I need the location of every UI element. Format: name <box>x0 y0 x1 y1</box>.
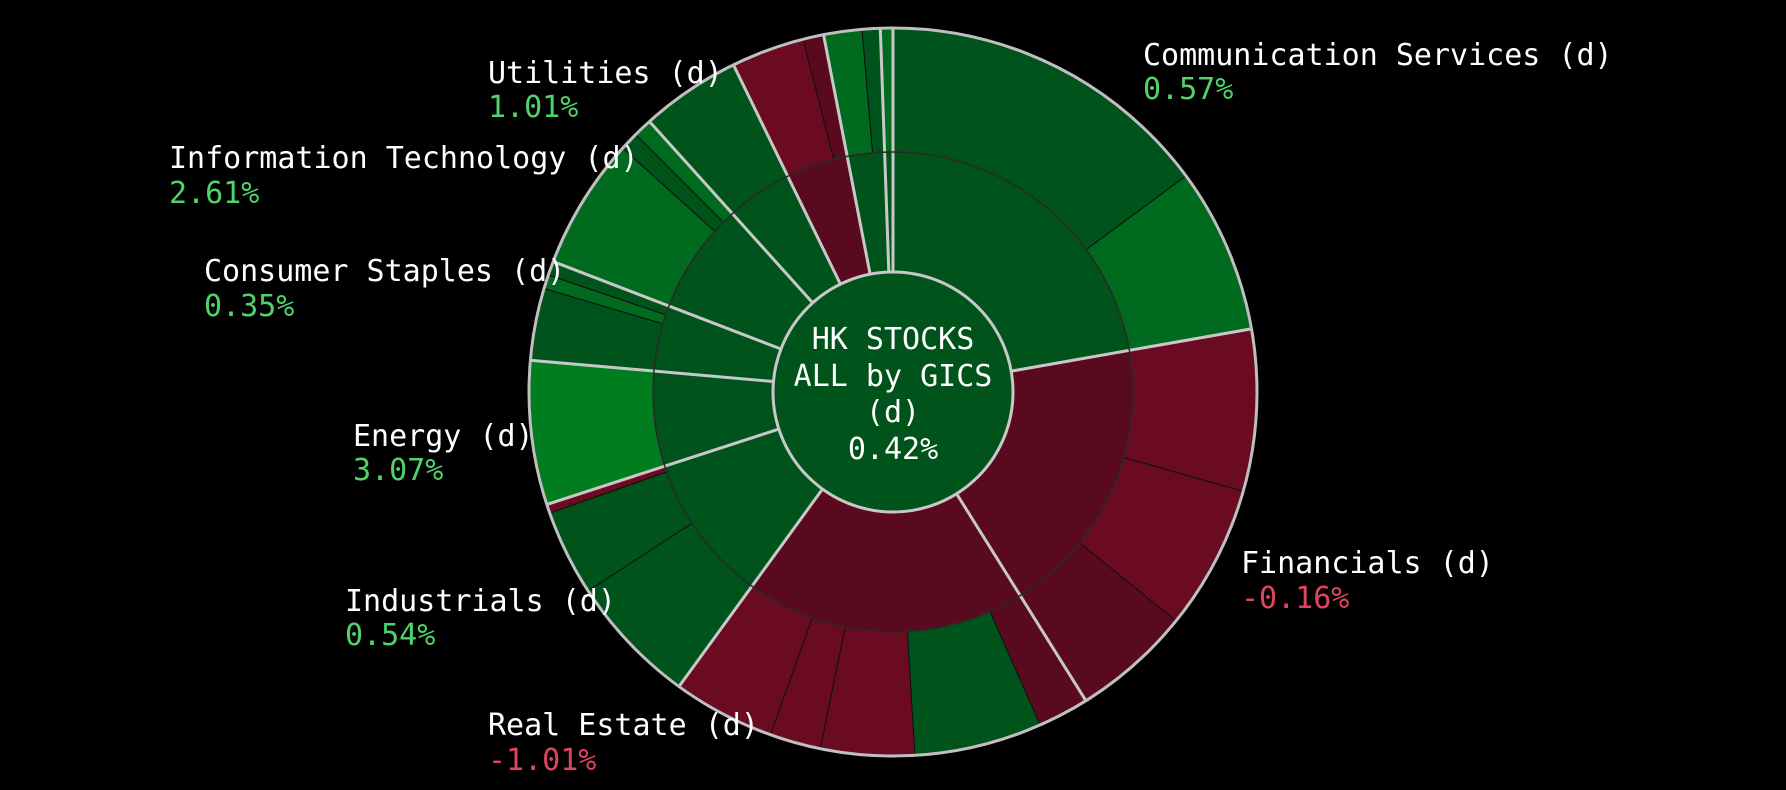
mid-ring-boundary <box>652 151 1134 633</box>
sector-change: 0.54% <box>345 618 435 653</box>
label-information-technology: Information Technology (d) 2.61% <box>169 141 639 211</box>
separator-1 <box>1010 327 1251 373</box>
label-consumer-staples: Consumer Staples (d) 0.35% <box>204 254 565 324</box>
separator-4 <box>547 427 780 506</box>
sunburst-rings <box>529 28 1257 756</box>
sector-change: 2.61% <box>169 176 259 211</box>
center-circle <box>771 270 1015 514</box>
sector-change: -0.16% <box>1241 581 1349 616</box>
center-title-line-2: ALL by GICS <box>794 359 993 394</box>
separator-7 <box>648 121 814 304</box>
center-title-line-3: (d) <box>866 395 920 430</box>
sector-labels: Communication Services (d) 0.57% Financi… <box>169 38 1613 778</box>
separator-9 <box>822 35 872 275</box>
separator-10 <box>878 29 891 273</box>
center-hub: HK STOCKS ALL by GICS (d) 0.42% <box>771 270 1015 514</box>
center-value: 0.42% <box>848 432 938 467</box>
separator-8 <box>732 65 842 285</box>
sector-name: Industrials (d) <box>345 584 616 619</box>
sector-name: Information Technology (d) <box>169 141 639 176</box>
sector-name: Real Estate (d) <box>488 708 759 743</box>
separator-2 <box>955 492 1087 701</box>
separator-6 <box>553 260 782 351</box>
label-energy: Energy (d) 3.07% <box>353 419 534 488</box>
sector-change: 0.57% <box>1143 72 1233 107</box>
sector-name: Energy (d) <box>353 419 534 454</box>
sector-name: Consumer Staples (d) <box>204 254 565 289</box>
sector-separators <box>531 29 1251 701</box>
label-communication-services: Communication Services (d) 0.57% <box>1143 38 1613 107</box>
sector-name: Communication Services (d) <box>1143 38 1613 73</box>
sector-name: Utilities (d) <box>488 56 723 91</box>
separator-5 <box>531 358 774 384</box>
label-industrials: Industrials (d) 0.54% <box>345 584 616 653</box>
sector-change: 1.01% <box>488 90 578 125</box>
sector-name: Financials (d) <box>1241 546 1494 581</box>
center-title-line-1: HK STOCKS <box>812 322 975 357</box>
sector-change: 3.07% <box>353 453 443 488</box>
label-real-estate: Real Estate (d) -1.01% <box>488 708 759 778</box>
sector-change: -1.01% <box>488 743 596 778</box>
label-utilities: Utilities (d) 1.01% <box>488 56 723 125</box>
sector-change: 0.35% <box>204 289 294 324</box>
separator-3 <box>678 488 824 687</box>
outer-border-ring <box>527 26 1259 758</box>
label-financials: Financials (d) -0.16% <box>1241 546 1494 616</box>
